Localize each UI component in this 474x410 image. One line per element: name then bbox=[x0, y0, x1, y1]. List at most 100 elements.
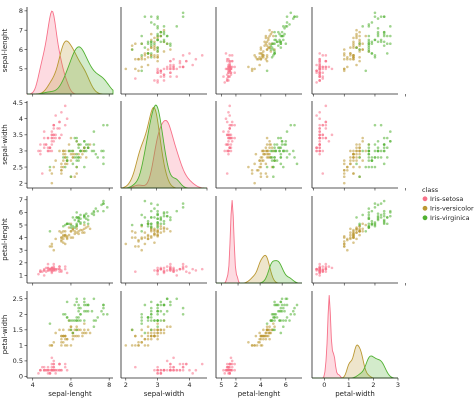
point-Iris-virginica-22 bbox=[102, 202, 105, 205]
point-Iris-versicolor-31 bbox=[137, 240, 140, 243]
point-Iris-versicolor-44 bbox=[146, 55, 150, 59]
point-Iris-versicolor-27 bbox=[364, 223, 368, 227]
point-Iris-virginica-38 bbox=[156, 48, 159, 51]
point-Iris-virginica-18 bbox=[143, 15, 147, 18]
point-Iris-versicolor-31 bbox=[255, 57, 259, 61]
point-Iris-virginica-7 bbox=[288, 23, 291, 26]
point-Iris-setosa-8 bbox=[153, 79, 156, 82]
point-Iris-virginica-41 bbox=[273, 146, 276, 150]
point-Iris-versicolor-3 bbox=[60, 172, 63, 175]
point-Iris-setosa-16 bbox=[185, 59, 188, 63]
point-Iris-versicolor-40 bbox=[264, 57, 268, 61]
point-Iris-setosa-31 bbox=[58, 136, 61, 140]
point-Iris-setosa-13 bbox=[37, 272, 40, 276]
point-Iris-versicolor-25 bbox=[81, 149, 84, 153]
point-Iris-virginica-18 bbox=[143, 303, 147, 307]
point-Iris-setosa-40 bbox=[50, 365, 54, 369]
point-Iris-virginica-39 bbox=[376, 30, 380, 34]
point-Iris-virginica-2 bbox=[376, 212, 380, 215]
point-Iris-setosa-16 bbox=[225, 362, 229, 366]
point-Iris-setosa-13 bbox=[315, 81, 318, 84]
point-Iris-versicolor-48 bbox=[52, 165, 56, 169]
point-Iris-setosa-44 bbox=[181, 362, 185, 366]
point-Iris-virginica-47 bbox=[373, 149, 377, 153]
point-Iris-setosa-23 bbox=[165, 65, 169, 69]
point-Iris-virginica-25 bbox=[92, 143, 96, 146]
point-Iris-setosa-30 bbox=[159, 368, 163, 372]
point-Iris-virginica-46 bbox=[370, 223, 374, 227]
point-Iris-versicolor-37 bbox=[264, 42, 268, 46]
point-Iris-virginica-48 bbox=[169, 218, 172, 222]
point-Iris-virginica-12 bbox=[376, 32, 380, 36]
point-Iris-virginica-36 bbox=[279, 42, 283, 46]
point-Iris-virginica-35 bbox=[102, 209, 105, 213]
point-Iris-setosa-46 bbox=[318, 65, 321, 69]
point-Iris-versicolor-29 bbox=[63, 344, 67, 347]
point-Iris-virginica-10 bbox=[162, 222, 166, 226]
point-Iris-virginica-37 bbox=[77, 319, 80, 322]
point-Iris-setosa-26 bbox=[169, 67, 172, 71]
point-Iris-setosa-4 bbox=[175, 269, 179, 272]
y-tick-label: 3 bbox=[19, 247, 23, 255]
point-Iris-versicolor-29 bbox=[253, 344, 256, 347]
point-Iris-virginica-31 bbox=[289, 313, 293, 316]
point-Iris-setosa-28 bbox=[54, 136, 57, 140]
point-Iris-versicolor-36 bbox=[83, 227, 86, 231]
point-Iris-versicolor-39 bbox=[60, 334, 63, 338]
point-Iris-versicolor-31 bbox=[60, 168, 63, 172]
point-Iris-versicolor-0 bbox=[88, 143, 92, 146]
point-Iris-versicolor-35 bbox=[265, 325, 269, 329]
point-Iris-versicolor-47 bbox=[73, 334, 77, 338]
y-tick-label: 1 bbox=[19, 342, 23, 350]
point-Iris-virginica-13 bbox=[63, 313, 67, 316]
point-Iris-setosa-15 bbox=[200, 362, 204, 366]
point-Iris-versicolor-45 bbox=[349, 233, 352, 237]
point-Iris-virginica-6 bbox=[140, 322, 143, 325]
point-Iris-versicolor-10 bbox=[342, 181, 346, 185]
point-Iris-versicolor-40 bbox=[264, 337, 268, 341]
point-Iris-versicolor-24 bbox=[77, 232, 80, 236]
point-Iris-versicolor-36 bbox=[358, 227, 361, 231]
point-Iris-setosa-20 bbox=[318, 59, 321, 63]
point-Iris-setosa-42 bbox=[39, 368, 42, 372]
point-Iris-versicolor-15 bbox=[264, 146, 268, 150]
point-Iris-virginica-20 bbox=[86, 214, 90, 218]
point-Iris-virginica-35 bbox=[102, 303, 105, 307]
point-Iris-versicolor-44 bbox=[146, 334, 150, 338]
point-Iris-virginica-17 bbox=[379, 123, 383, 127]
point-Iris-versicolor-39 bbox=[60, 236, 63, 239]
point-Iris-virginica-41 bbox=[159, 303, 163, 307]
point-Iris-virginica-7 bbox=[367, 152, 371, 156]
point-Iris-virginica-40 bbox=[159, 216, 163, 219]
y-tick-label: 2 bbox=[19, 311, 23, 319]
point-Iris-virginica-7 bbox=[367, 23, 371, 26]
point-Iris-setosa-29 bbox=[318, 73, 321, 76]
point-Iris-virginica-26 bbox=[149, 44, 153, 47]
point-Iris-virginica-40 bbox=[385, 146, 389, 150]
point-Iris-virginica-44 bbox=[165, 34, 169, 38]
point-Iris-virginica-0 bbox=[75, 139, 78, 143]
point-Iris-versicolor-29 bbox=[143, 54, 147, 57]
point-Iris-setosa-24 bbox=[233, 136, 236, 140]
point-Iris-virginica-0 bbox=[389, 42, 392, 46]
point-Iris-setosa-14 bbox=[65, 368, 69, 372]
point-Iris-versicolor-18 bbox=[73, 230, 77, 233]
point-Iris-versicolor-49 bbox=[260, 334, 264, 338]
point-Iris-versicolor-20 bbox=[162, 226, 166, 229]
point-Iris-setosa-49 bbox=[227, 139, 230, 143]
point-Iris-virginica-47 bbox=[274, 313, 278, 316]
point-Iris-virginica-14 bbox=[149, 52, 153, 55]
point-Iris-versicolor-30 bbox=[137, 340, 140, 344]
point-Iris-setosa-49 bbox=[165, 269, 169, 272]
panel-sepal-lenght-vs-petal-width bbox=[311, 7, 406, 97]
point-Iris-versicolor-31 bbox=[255, 168, 259, 172]
x-tick-label: 0 bbox=[322, 381, 326, 389]
point-Iris-versicolor-13 bbox=[153, 227, 156, 231]
point-Iris-virginica-19 bbox=[358, 48, 361, 51]
point-Iris-versicolor-23 bbox=[268, 337, 271, 341]
point-Iris-setosa-28 bbox=[54, 368, 57, 372]
point-Iris-virginica-29 bbox=[361, 213, 364, 217]
point-Iris-setosa-14 bbox=[65, 117, 69, 121]
point-Iris-setosa-15 bbox=[324, 54, 328, 57]
point-Iris-virginica-8 bbox=[282, 165, 285, 169]
